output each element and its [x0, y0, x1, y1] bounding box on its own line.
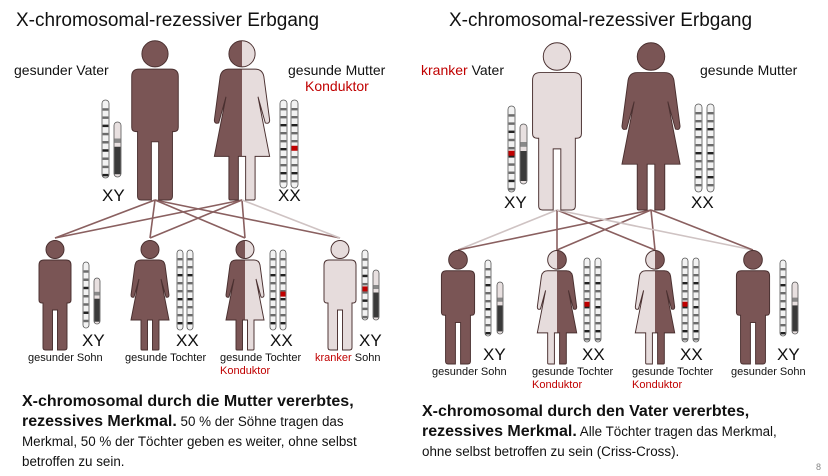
right-child-4-label: gesunder Sohn: [731, 366, 806, 378]
left-line-mother-0: [54, 199, 243, 239]
left-child-2-genotype: XX: [176, 331, 199, 350]
page-number: 8: [816, 462, 822, 472]
right-child-3-x-chromosome-1: [681, 257, 689, 343]
left-line-mother-1: [149, 199, 243, 239]
right-child-3-label: gesunde Tochter: [632, 366, 714, 378]
right-child-3-x-chromosome-2: [692, 257, 700, 343]
left-child-4-y-chromosome: [372, 269, 380, 321]
left-child-3-sublabel: Konduktor: [220, 365, 271, 377]
right-child-1-y-chromosome: [496, 281, 504, 335]
right-child-4-genotype: XY: [777, 345, 800, 364]
left-child-2-x-chromosome-1: [176, 249, 184, 331]
right-child-1-figure: [440, 250, 476, 365]
left-line-father-1: [149, 199, 156, 239]
right-child-2-x-chromosome-2: [594, 257, 602, 343]
right-child-2-figure: [536, 250, 578, 365]
left-caption-bold: X-chromosomal durch die Mutter vererbtes…: [22, 393, 354, 430]
left-child-3-x-chromosome-1: [269, 249, 277, 331]
left-child-1-genotype: XY: [82, 331, 105, 350]
right-mother-x-chromosome-2: [706, 103, 715, 193]
right-child-3-figure: [634, 250, 676, 365]
left-child-1-label: gesunder Sohn: [28, 352, 103, 364]
left-title: X-chromosomal-rezessiver Erbgang: [16, 10, 320, 31]
right-mother-x-chromosome-1: [694, 103, 703, 193]
right-mother-genotype: XX: [691, 193, 714, 212]
left-father-genotype: XY: [102, 186, 125, 205]
right-caption: X-chromosomal durch den Vater vererbtes,…: [422, 402, 804, 462]
left-mother-label: gesunde Mutter: [288, 62, 386, 78]
right-caption-bold: X-chromosomal durch den Vater vererbtes,…: [422, 403, 750, 440]
left-caption-text: 50 % der Söhne tragen das Merkmal, 50 % …: [22, 414, 357, 469]
left-father-label: gesunder Vater: [14, 62, 109, 78]
right-child-2-sublabel: Konduktor: [532, 379, 583, 391]
left-child-2-figure: [130, 240, 170, 351]
right-father-y-chromosome: [519, 123, 528, 185]
left-child-1-y-chromosome: [93, 277, 101, 325]
right-child-4-x-chromosome: [779, 259, 787, 337]
left-caption: X-chromosomal durch die Mutter vererbtes…: [22, 392, 402, 472]
left-child-3-label: gesunde Tochter: [220, 352, 302, 364]
right-father-label-red: kranker: [421, 62, 468, 78]
left-child-4-x-chromosome: [361, 249, 369, 321]
right-line-mother-0: [457, 209, 652, 251]
right-child-1-genotype: XY: [483, 345, 506, 364]
right-line-mother-3: [650, 209, 754, 251]
right-line-father-2: [556, 209, 656, 251]
left-child-1-figure: [38, 240, 72, 351]
right-child-3-sublabel: Konduktor: [632, 379, 683, 391]
right-child-2-label: gesunde Tochter: [532, 366, 614, 378]
left-child-2-label: gesunde Tochter: [125, 352, 207, 364]
right-caption-text: Alle Töchter tragen das Merkmal, ohne se…: [422, 424, 777, 459]
right-child-1-label: gesunder Sohn: [432, 366, 507, 378]
left-child-3-x-chromosome-2: [279, 249, 287, 331]
left-father-figure: [131, 40, 179, 201]
left-mother-figure: [213, 40, 271, 201]
right-father-label: kranker Vater: [421, 62, 504, 78]
left-line-father-0: [54, 199, 156, 239]
left-child-4-label-rest: Sohn: [354, 352, 381, 364]
right-child-2-x-chromosome-1: [583, 257, 591, 343]
right-child-1-x-chromosome: [484, 259, 492, 337]
right-mother-label: gesunde Mutter: [700, 62, 798, 78]
right-father-label-rest: Vater: [471, 62, 505, 78]
left-child-4-figure: [323, 240, 357, 351]
left-mother-x-chromosome-1: [279, 99, 288, 189]
right-mother-figure: [621, 42, 681, 211]
left-child-4-genotype: XY: [359, 331, 382, 350]
right-father-x-chromosome: [507, 105, 516, 193]
left-father-x-chromosome: [101, 99, 110, 179]
right-line-father-0: [457, 209, 558, 251]
left-child-3-figure: [225, 240, 265, 351]
left-mother-genotype: XX: [278, 186, 301, 205]
left-mother-sublabel: Konduktor: [305, 78, 369, 94]
left-line-father-3: [154, 199, 341, 239]
right-title: X-chromosomal-rezessiver Erbgang: [449, 10, 753, 31]
right-child-4-figure: [735, 250, 771, 365]
right-child-4-y-chromosome: [791, 281, 799, 335]
left-line-mother-2: [241, 199, 246, 239]
left-child-1-x-chromosome: [82, 261, 90, 329]
left-child-4-label-red: kranker: [315, 352, 352, 364]
left-father-y-chromosome: [113, 121, 122, 178]
right-line-father-3: [556, 209, 754, 251]
left-child-4-label: kranker Sohn: [315, 352, 380, 364]
left-child-3-genotype: XX: [270, 331, 293, 350]
left-child-2-x-chromosome-2: [186, 249, 194, 331]
left-line-father-2: [154, 199, 246, 239]
right-child-2-genotype: XX: [582, 345, 605, 364]
right-father-genotype: XY: [504, 193, 527, 212]
right-father-figure: [532, 42, 582, 211]
left-line-mother-3: [241, 199, 341, 239]
left-mother-x-chromosome-2: [290, 99, 299, 189]
right-child-3-genotype: XX: [680, 345, 703, 364]
